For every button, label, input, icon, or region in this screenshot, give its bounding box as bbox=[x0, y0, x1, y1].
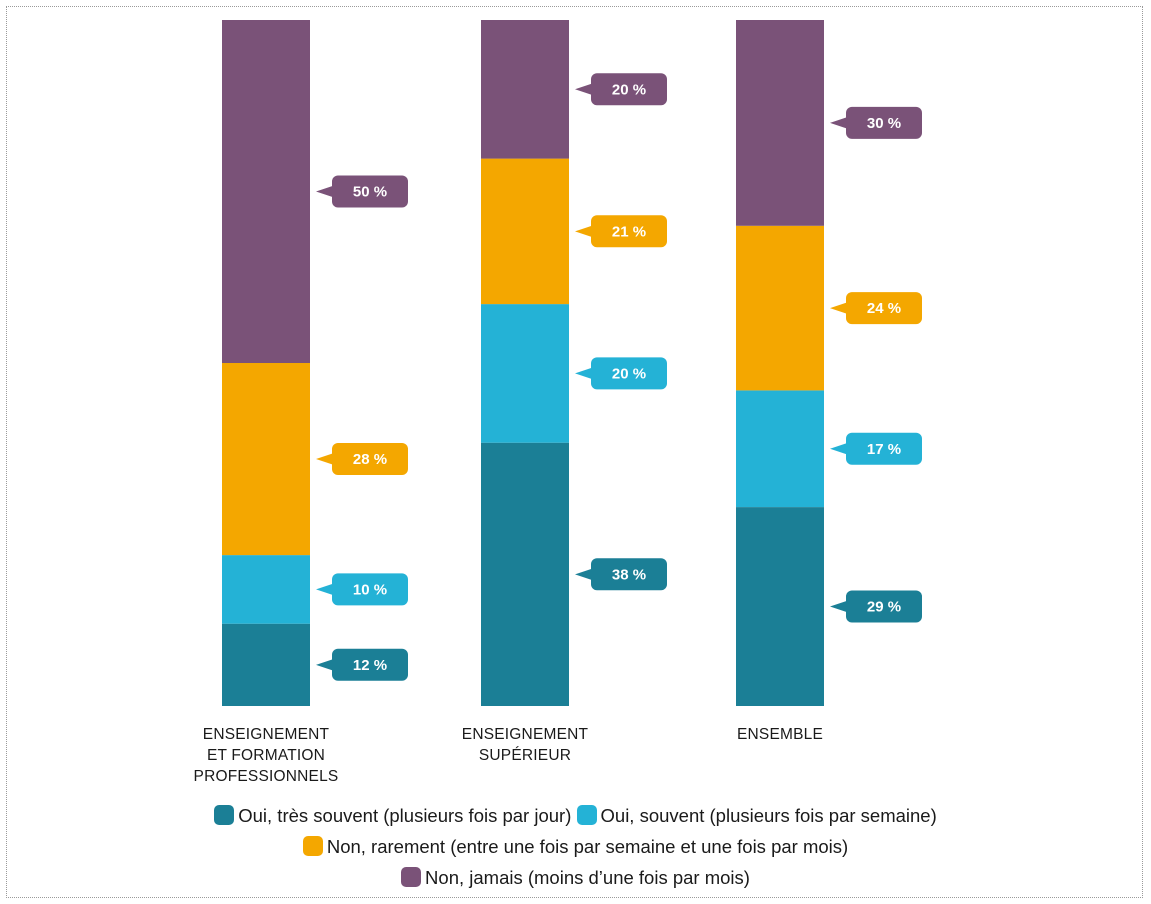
bar-group-enseignement-et-formation-professionnels: 12 % 10 % 28 % 50 % bbox=[222, 20, 408, 706]
callout-tail bbox=[830, 116, 848, 129]
bar-segment bbox=[736, 507, 824, 706]
value-label: 10 % bbox=[353, 581, 387, 598]
data-label: 20 % bbox=[575, 73, 667, 106]
callout-box bbox=[332, 175, 408, 208]
legend-swatch bbox=[401, 867, 422, 887]
callout-tail bbox=[575, 568, 593, 581]
bar-group-enseignement-superieur: 38 % 20 % 21 % 20 % bbox=[481, 20, 667, 706]
callout-tail bbox=[316, 453, 334, 466]
legend-line-1: Oui, très souvent (plusieurs fois par jo… bbox=[0, 800, 1151, 831]
legend-item-jamais: Non, jamais (moins d’une fois par mois) bbox=[401, 862, 750, 893]
callout-box bbox=[846, 432, 922, 465]
legend-label: Non, jamais (moins d’une fois par mois) bbox=[425, 867, 750, 888]
value-label: 20 % bbox=[612, 365, 646, 382]
bar-segment bbox=[481, 442, 569, 706]
category-label: ENSEIGNEMENT ET FORMATION PROFESSIONNELS bbox=[194, 726, 339, 785]
bar-group-ensemble: 29 % 17 % 24 % 30 % bbox=[736, 20, 922, 706]
bar-segment bbox=[222, 363, 310, 556]
callout-box bbox=[591, 357, 667, 390]
legend-label: Oui, souvent (plusieurs fois par semaine… bbox=[600, 805, 937, 826]
legend-item-souvent: Oui, souvent (plusieurs fois par semaine… bbox=[576, 800, 937, 831]
data-label: 50 % bbox=[316, 175, 408, 208]
value-label: 21 % bbox=[612, 223, 646, 240]
value-label: 50 % bbox=[353, 184, 387, 201]
callout-tail bbox=[575, 83, 593, 96]
bar-segment bbox=[222, 555, 310, 624]
callout-box bbox=[846, 292, 922, 325]
chart-frame bbox=[6, 6, 1143, 898]
callout-box bbox=[591, 558, 667, 591]
category-label-line: PROFESSIONNELS bbox=[194, 768, 339, 785]
value-label: 12 % bbox=[353, 657, 387, 674]
data-label: 29 % bbox=[830, 590, 922, 623]
legend-swatch bbox=[576, 805, 597, 825]
data-label: 28 % bbox=[316, 443, 408, 475]
category-label-line: ENSEIGNEMENT bbox=[203, 726, 330, 743]
callout-tail bbox=[830, 600, 848, 613]
legend-item-tres-souvent: Oui, très souvent (plusieurs fois par jo… bbox=[214, 800, 571, 831]
callout-tail bbox=[575, 367, 593, 380]
callout-box bbox=[332, 648, 408, 681]
category-label-line: ENSEIGNEMENT bbox=[462, 726, 589, 743]
data-label: 20 % bbox=[575, 357, 667, 390]
bar-segment bbox=[481, 20, 569, 159]
bar-segment bbox=[481, 304, 569, 443]
bar-segment bbox=[222, 623, 310, 706]
bar-segment bbox=[736, 390, 824, 507]
legend-label: Non, rarement (entre une fois par semain… bbox=[326, 836, 849, 857]
stacked-bar-chart: 12 % 10 % 28 % 50 % ENSEIGNEMENT ET FORMATION… bbox=[194, 20, 922, 785]
data-label: 10 % bbox=[316, 573, 408, 606]
bar-segment bbox=[222, 20, 310, 363]
data-label: 30 % bbox=[830, 106, 922, 139]
callout-tail bbox=[830, 442, 848, 455]
callout-box bbox=[591, 215, 667, 248]
legend-swatch bbox=[302, 836, 323, 856]
value-label: 20 % bbox=[612, 81, 646, 98]
legend-line-3: Non, jamais (moins d’une fois par mois) bbox=[0, 862, 1151, 893]
value-label: 38 % bbox=[612, 566, 646, 583]
data-label: 17 % bbox=[830, 432, 922, 465]
legend-item-rarement: Non, rarement (entre une fois par semain… bbox=[302, 831, 849, 862]
value-label: 28 % bbox=[353, 451, 387, 468]
callout-box bbox=[846, 106, 922, 139]
bar-segment bbox=[481, 158, 569, 305]
callout-tail bbox=[316, 583, 334, 596]
callout-box bbox=[591, 73, 667, 106]
callout-box bbox=[332, 573, 408, 606]
legend: Oui, très souvent (plusieurs fois par jo… bbox=[0, 800, 1151, 893]
data-label: 12 % bbox=[316, 648, 408, 681]
category-label: ENSEIGNEMENT SUPÉRIEUR bbox=[462, 726, 589, 764]
category-label-line: ENSEMBLE bbox=[737, 726, 823, 743]
value-label: 24 % bbox=[867, 300, 901, 317]
value-label: 17 % bbox=[867, 441, 901, 458]
category-label-line: SUPÉRIEUR bbox=[479, 747, 571, 764]
category-label: ENSEMBLE bbox=[737, 726, 823, 743]
value-label: 29 % bbox=[867, 599, 901, 616]
bar-segment bbox=[736, 20, 824, 226]
data-label: 21 % bbox=[575, 215, 667, 248]
legend-line-2: Non, rarement (entre une fois par semain… bbox=[0, 831, 1151, 862]
callout-tail bbox=[575, 225, 593, 238]
callout-tail bbox=[830, 302, 848, 315]
callout-box bbox=[846, 590, 922, 623]
callout-box bbox=[332, 443, 408, 475]
category-label-line: ET FORMATION bbox=[207, 747, 325, 764]
data-label: 38 % bbox=[575, 558, 667, 591]
legend-label: Oui, très souvent (plusieurs fois par jo… bbox=[238, 805, 572, 826]
data-label: 24 % bbox=[830, 292, 922, 325]
callout-tail bbox=[316, 185, 334, 198]
value-label: 30 % bbox=[867, 115, 901, 132]
callout-tail bbox=[316, 658, 334, 671]
bar-segment bbox=[736, 225, 824, 391]
legend-swatch bbox=[214, 805, 235, 825]
